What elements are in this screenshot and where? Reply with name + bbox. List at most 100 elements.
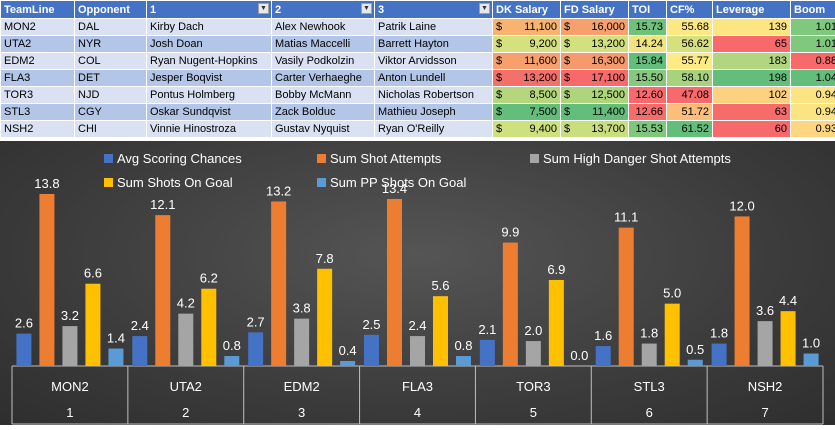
cell-cf-pct[interactable]: 47.08 (667, 87, 713, 104)
cell-cf-pct[interactable]: 56.62 (667, 36, 713, 53)
cell-cf-pct[interactable]: 51.72 (667, 104, 713, 121)
cell-cf-pct[interactable]: 55.77 (667, 53, 713, 70)
cell-toi[interactable]: 15.53 (629, 121, 667, 138)
header-player2[interactable]: 2▼ (272, 1, 375, 19)
cell-dk-salary[interactable]: $9,400 (493, 121, 561, 138)
cell-player1[interactable]: Vinnie Hinostroza (147, 121, 272, 138)
cell-player3[interactable]: Patrik Laine (375, 19, 493, 36)
cell-dk-salary[interactable]: $7,500 (493, 104, 561, 121)
cell-toi[interactable]: 15.73 (629, 19, 667, 36)
header-boom[interactable]: Boom (791, 1, 835, 19)
cell-boom[interactable]: 1.01 (791, 36, 835, 53)
cell-player3[interactable]: Nicholas Robertson (375, 87, 493, 104)
cell-toi[interactable]: 14.24 (629, 36, 667, 53)
header-toi[interactable]: TOI (629, 1, 667, 19)
cell-dk-salary[interactable]: $8,500 (493, 87, 561, 104)
cell-leverage[interactable]: 63 (713, 104, 791, 121)
cell-player3[interactable]: Ryan O'Reilly (375, 121, 493, 138)
cell-dk-salary[interactable]: $9,200 (493, 36, 561, 53)
cell-opponent[interactable]: CHI (75, 121, 147, 138)
cell-opponent[interactable]: NYR (75, 36, 147, 53)
cell-boom[interactable]: 0.94 (791, 87, 835, 104)
cell-boom[interactable]: 0.94 (791, 104, 835, 121)
cell-player2[interactable]: Alex Newhook (272, 19, 375, 36)
cell-player2[interactable]: Gustav Nyquist (272, 121, 375, 138)
cell-opponent[interactable]: DET (75, 70, 147, 87)
cell-fd-salary[interactable]: $11,400 (561, 104, 629, 121)
cell-player2[interactable]: Bobby McMann (272, 87, 375, 104)
cell-fd-salary[interactable]: $17,100 (561, 70, 629, 87)
cell-dk-salary[interactable]: $13,200 (493, 70, 561, 87)
cell-player1[interactable]: Ryan Nugent-Hopkins (147, 53, 272, 70)
bar (85, 284, 100, 366)
data-label: 5.0 (663, 286, 681, 301)
filter-dropdown-icon[interactable]: ▼ (479, 3, 490, 14)
cell-player1[interactable]: Pontus Holmberg (147, 87, 272, 104)
cell-teamline[interactable]: EDM2 (1, 53, 75, 70)
cell-leverage[interactable]: 65 (713, 36, 791, 53)
cell-fd-salary[interactable]: $16,000 (561, 19, 629, 36)
cell-toi[interactable]: 15.50 (629, 70, 667, 87)
cell-toi[interactable]: 12.60 (629, 87, 667, 104)
cell-player1[interactable]: Kirby Dach (147, 19, 272, 36)
cell-opponent[interactable]: CGY (75, 104, 147, 121)
cell-player2[interactable]: Carter Verhaeghe (272, 70, 375, 87)
cell-leverage[interactable]: 60 (713, 121, 791, 138)
cell-player1[interactable]: Jesper Boqvist (147, 70, 272, 87)
cell-boom[interactable]: 0.93 (791, 121, 835, 138)
cell-value: 11,100 (524, 19, 557, 35)
cell-player3[interactable]: Viktor Arvidsson (375, 53, 493, 70)
cell-cf-pct[interactable]: 61.52 (667, 121, 713, 138)
cell-teamline[interactable]: FLA3 (1, 70, 75, 87)
cell-toi[interactable]: 12.66 (629, 104, 667, 121)
cell-leverage[interactable]: 102 (713, 87, 791, 104)
cell-opponent[interactable]: COL (75, 53, 147, 70)
legend-swatch (530, 154, 539, 163)
cell-value: 13,200 (523, 70, 557, 86)
cell-opponent[interactable]: NJD (75, 87, 147, 104)
cell-teamline[interactable]: STL3 (1, 104, 75, 121)
header-opponent[interactable]: Opponent (75, 1, 147, 19)
header-player3[interactable]: 3▼ (375, 1, 493, 19)
cell-boom[interactable]: 1.04 (791, 70, 835, 87)
cell-player1[interactable]: Josh Doan (147, 36, 272, 53)
cell-cf-pct[interactable]: 55.68 (667, 19, 713, 36)
header-player1[interactable]: 1▼ (147, 1, 272, 19)
header-leverage[interactable]: Leverage (713, 1, 791, 19)
cell-dk-salary[interactable]: $11,600 (493, 53, 561, 70)
legend-label: Avg Scoring Chances (117, 151, 242, 166)
cell-player2[interactable]: Matias Maccelli (272, 36, 375, 53)
filter-dropdown-icon[interactable]: ▼ (361, 3, 372, 14)
header-fd-salary[interactable]: FD Salary (561, 1, 629, 19)
cell-toi[interactable]: 15.84 (629, 53, 667, 70)
cell-boom[interactable]: 1.01 (791, 19, 835, 36)
cell-player2[interactable]: Zack Bolduc (272, 104, 375, 121)
cell-teamline[interactable]: MON2 (1, 19, 75, 36)
data-label: 0.8 (223, 338, 241, 353)
cell-teamline[interactable]: TOR3 (1, 87, 75, 104)
cell-fd-salary[interactable]: $16,300 (561, 53, 629, 70)
cell-player3[interactable]: Barrett Hayton (375, 36, 493, 53)
cell-leverage[interactable]: 198 (713, 70, 791, 87)
cell-fd-salary[interactable]: $13,200 (561, 36, 629, 53)
cell-player3[interactable]: Anton Lundell (375, 70, 493, 87)
cell-opponent[interactable]: DAL (75, 19, 147, 36)
cell-dk-salary[interactable]: $11,100 (493, 19, 561, 36)
cell-leverage[interactable]: 183 (713, 53, 791, 70)
cell-player2[interactable]: Vasily Podkolzin (272, 53, 375, 70)
cell-player1[interactable]: Oskar Sundqvist (147, 104, 272, 121)
category-index-label: 2 (182, 405, 189, 420)
header-dk-salary[interactable]: DK Salary (493, 1, 561, 19)
cell-fd-salary[interactable]: $13,700 (561, 121, 629, 138)
cell-teamline[interactable]: NSH2 (1, 121, 75, 138)
cell-player3[interactable]: Mathieu Joseph (375, 104, 493, 121)
cell-boom[interactable]: 0.88 (791, 53, 835, 70)
header-cf-pct[interactable]: CF% (667, 1, 713, 19)
header-teamline[interactable]: TeamLine (1, 1, 75, 19)
header-label: Leverage (716, 4, 764, 16)
cell-teamline[interactable]: UTA2 (1, 36, 75, 53)
cell-leverage[interactable]: 139 (713, 19, 791, 36)
filter-dropdown-icon[interactable]: ▼ (258, 3, 269, 14)
cell-fd-salary[interactable]: $12,500 (561, 87, 629, 104)
cell-cf-pct[interactable]: 58.10 (667, 70, 713, 87)
